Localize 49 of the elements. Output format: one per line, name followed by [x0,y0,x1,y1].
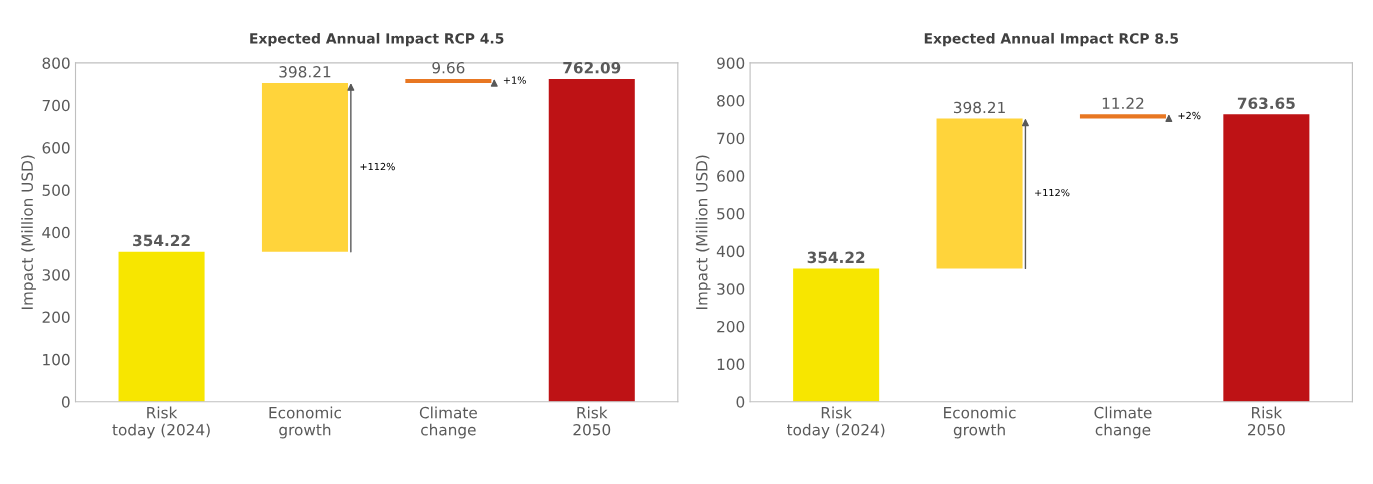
x-tick-label: Climate change [419,406,477,439]
data-label: 763.65 [1237,97,1295,110]
bar [793,268,880,402]
chart-title: Expected Annual Impact RCP 4.5 [250,32,504,47]
y-tick-label: 100 [717,358,745,371]
data-label: 354.22 [807,251,865,264]
data-label: 11.22 [1102,97,1144,109]
data-label: 762.09 [563,61,621,74]
x-tick-label: Risk today (2024) [112,406,210,439]
bar [118,251,205,402]
y-axis-title: Impact (Million USD) [695,155,711,309]
bar [936,118,1023,269]
x-tick-label: Risk 2050 [573,406,611,436]
chart-title: Expected Annual Impact RCP 8.5 [924,32,1178,47]
x-tick-label: Risk today (2024) [787,406,885,439]
x-tick-label: Economic growth [269,406,341,439]
data-label: 9.66 [432,61,465,74]
data-label: 398.21 [279,66,331,78]
y-tick-label: 700 [717,132,745,145]
y-tick-label: 700 [42,99,70,112]
y-tick-label: 800 [42,57,70,69]
bar [261,83,348,252]
x-tick-label: Risk 2050 [1248,406,1285,436]
bar [1223,114,1310,402]
y-tick-label: 800 [717,95,745,107]
y-tick-label: 200 [42,311,70,324]
y-tick-label: 600 [717,170,745,182]
x-tick-label: Climate change [1094,406,1152,439]
y-tick-label: 400 [42,226,70,239]
data-label: 398.21 [953,101,1005,114]
y-tick-label: 300 [717,283,745,295]
y-tick-label: 200 [717,320,745,333]
annotation: +112% [1035,188,1070,197]
bar [548,78,635,402]
y-tick-label: 600 [42,142,70,154]
y-tick-label: 0 [61,396,70,408]
y-tick-label: 900 [717,57,745,69]
data-label: 354.22 [133,234,190,247]
annotation: +1% [503,76,526,84]
y-tick-label: 100 [43,353,70,366]
x-tick-label: Economic growth [944,406,1016,439]
annotation: +2% [1178,111,1201,120]
y-tick-label: 500 [42,184,70,196]
y-tick-label: 400 [716,245,745,258]
annotation: +112% [360,162,395,171]
y-tick-label: 300 [42,269,70,281]
y-axis-title: Impact (Million USD) [21,155,36,309]
y-tick-label: 0 [736,396,745,408]
y-tick-label: 500 [717,207,745,220]
